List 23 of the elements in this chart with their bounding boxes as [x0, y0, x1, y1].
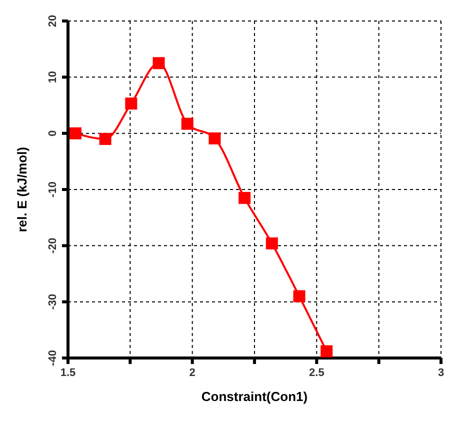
point — [181, 118, 194, 130]
x-tick-label: 3 — [438, 367, 444, 379]
y-tick-label: -10 — [47, 182, 59, 198]
y-tick-label: 10 — [47, 71, 59, 84]
point — [208, 132, 221, 144]
y-axis-title: rel. E (kJ/mol) — [14, 146, 30, 232]
point — [293, 290, 306, 302]
point — [99, 132, 112, 145]
x-tick-label: 1.5 — [60, 367, 76, 379]
x-tick-label: 2 — [189, 367, 196, 379]
point — [152, 57, 165, 70]
point — [238, 192, 251, 204]
point — [320, 345, 333, 358]
y-tick-label: -20 — [47, 238, 59, 254]
x-axis-title: Constraint(Con1) — [201, 389, 308, 404]
y-tick-label: 20 — [47, 14, 59, 28]
x-tick-label: 2.5 — [309, 367, 324, 379]
y-tick-label: 0 — [47, 130, 59, 136]
point — [125, 98, 138, 110]
point — [69, 127, 82, 140]
y-tick-label: -40 — [47, 350, 59, 366]
point — [266, 237, 278, 250]
y-tick-label: -30 — [47, 294, 59, 310]
